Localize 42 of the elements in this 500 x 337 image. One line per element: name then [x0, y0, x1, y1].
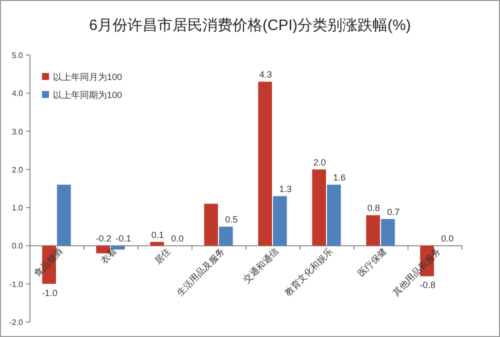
y-tick-label: 5.0 — [12, 51, 24, 60]
x-tick-label: 衣着 — [98, 246, 118, 266]
data-label: 0.0 — [171, 234, 184, 244]
x-tick-label: 食品烟酒 — [32, 246, 64, 279]
y-tick-label: -1.0 — [9, 280, 24, 289]
data-label: -0.1 — [116, 234, 132, 244]
data-label: 4.3 — [259, 70, 272, 80]
bar — [312, 169, 326, 246]
x-tick-label: 医疗保健 — [356, 246, 388, 279]
data-label: -1.0 — [42, 288, 58, 298]
y-tick-label: 2.0 — [12, 165, 24, 174]
bar — [204, 204, 218, 246]
y-tick-label: 1.0 — [12, 204, 24, 213]
legend-label: 以上年同月为100 — [53, 72, 122, 82]
bar — [381, 219, 395, 246]
data-label: 1.6 — [333, 172, 346, 183]
y-tick-label: -2.0 — [9, 318, 24, 327]
bar — [258, 82, 272, 246]
bar — [57, 184, 71, 246]
data-label: 0.8 — [367, 203, 380, 214]
data-label: -0.2 — [96, 234, 112, 244]
data-label: 0.1 — [151, 230, 164, 240]
x-tick-label: 交通和通信 — [242, 246, 280, 285]
y-tick-label: 4.0 — [12, 89, 24, 98]
data-label: 0.7 — [387, 207, 400, 218]
x-tick-label: 生活用品及服务 — [174, 246, 226, 298]
x-tick-label: 教育文化和娱乐 — [282, 246, 334, 298]
bar — [219, 226, 233, 246]
data-label: 1.3 — [279, 184, 292, 194]
chart-title: 6月份许昌市居民消费价格(CPI)分类别涨跌幅(%) — [89, 17, 411, 34]
bar — [150, 242, 164, 246]
bar — [327, 184, 341, 246]
data-label: 0.5 — [225, 214, 238, 225]
data-label: -0.8 — [420, 280, 436, 290]
data-label: 0.0 — [441, 234, 454, 244]
y-tick-label: 0.0 — [12, 242, 24, 251]
x-tick-label: 居住 — [152, 246, 172, 266]
data-label: 2.0 — [313, 157, 326, 168]
bar — [366, 215, 380, 246]
legend-label: 以上年同期为100 — [53, 90, 122, 100]
y-tick-label: 3.0 — [12, 127, 24, 136]
bar — [273, 196, 287, 246]
